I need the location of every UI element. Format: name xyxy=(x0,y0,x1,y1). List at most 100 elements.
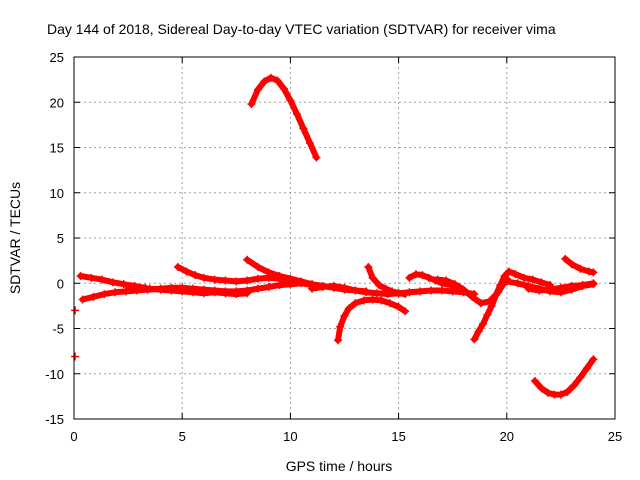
data-point xyxy=(243,255,252,264)
series-point-a xyxy=(71,306,80,315)
data-point xyxy=(210,288,219,297)
data-point xyxy=(394,302,403,311)
x-tick-label: 10 xyxy=(283,429,297,444)
data-point xyxy=(189,288,198,297)
data-point xyxy=(448,287,457,296)
data-point xyxy=(286,274,295,283)
data-point xyxy=(243,289,252,298)
data-point xyxy=(121,287,130,296)
y-axis-label: SDTVAR / TECUs xyxy=(7,182,23,294)
data-point xyxy=(98,275,107,284)
data-point xyxy=(496,281,505,290)
data-point xyxy=(253,262,262,271)
axis-ticks: 0 5 10 15 20 25 -15 -10 -5 0 5 10 15 20 25 xyxy=(45,50,622,444)
data-point xyxy=(372,289,381,298)
data-point xyxy=(470,335,479,344)
data-point xyxy=(411,270,420,279)
data-point xyxy=(524,284,533,293)
series-line xyxy=(79,280,315,303)
data-point xyxy=(340,283,349,292)
data-point xyxy=(78,295,87,304)
y-tick-label: 15 xyxy=(50,141,64,156)
data-point xyxy=(111,288,120,297)
x-tick-label: 0 xyxy=(70,429,77,444)
chart-title: Day 144 of 2018, Sidereal Day-to-day VTE… xyxy=(47,21,556,37)
data-point xyxy=(487,301,496,310)
data-series xyxy=(71,73,598,399)
data-point xyxy=(589,268,598,277)
data-point xyxy=(589,279,598,288)
data-point xyxy=(364,262,373,271)
series-point-b xyxy=(71,352,80,361)
data-point xyxy=(232,290,241,299)
data-point xyxy=(71,306,80,315)
data-point xyxy=(253,284,262,293)
data-point xyxy=(199,289,208,298)
data-point xyxy=(318,282,327,291)
data-point xyxy=(377,296,386,305)
data-point xyxy=(305,138,314,147)
data-point xyxy=(491,291,500,300)
data-point xyxy=(275,272,284,281)
data-point xyxy=(388,287,397,296)
data-point xyxy=(182,267,191,276)
data-point xyxy=(221,289,230,298)
data-point xyxy=(500,272,509,281)
y-tick-label: 25 xyxy=(50,50,64,65)
data-point xyxy=(108,278,117,287)
data-point xyxy=(87,273,96,282)
data-point xyxy=(433,275,442,284)
series-arc-15 xyxy=(561,254,598,277)
data-point xyxy=(134,283,143,292)
data-point xyxy=(71,352,80,361)
data-point xyxy=(578,281,587,290)
series-arc-8 xyxy=(334,295,410,345)
data-point xyxy=(546,285,555,294)
data-point xyxy=(264,282,273,291)
data-point xyxy=(334,336,343,345)
data-point xyxy=(394,289,403,298)
data-point xyxy=(273,76,282,85)
data-point xyxy=(329,281,338,290)
x-tick-label: 15 xyxy=(391,429,405,444)
x-axis-label: GPS time / hours xyxy=(286,458,393,474)
series-arc-12 xyxy=(470,267,555,344)
data-point xyxy=(567,260,576,269)
data-point xyxy=(375,281,384,290)
data-point xyxy=(459,285,468,294)
data-point xyxy=(520,273,529,282)
data-point xyxy=(308,284,317,293)
data-point xyxy=(340,311,349,320)
data-point xyxy=(178,287,187,296)
data-point xyxy=(312,153,321,162)
y-tick-label: 0 xyxy=(57,276,64,291)
data-point xyxy=(292,110,301,119)
data-point xyxy=(266,73,275,82)
data-point xyxy=(368,295,377,304)
data-point xyxy=(221,276,230,285)
data-point xyxy=(589,355,598,364)
data-point xyxy=(483,310,492,319)
data-point xyxy=(368,273,377,282)
y-tick-label: -15 xyxy=(45,412,64,427)
y-tick-label: 5 xyxy=(57,231,64,246)
data-point xyxy=(474,327,483,336)
data-point xyxy=(563,387,572,396)
data-point xyxy=(385,299,394,308)
data-point xyxy=(359,296,368,305)
data-point xyxy=(478,319,487,328)
data-point xyxy=(351,286,360,295)
data-point xyxy=(362,288,371,297)
data-point xyxy=(537,384,546,393)
data-point xyxy=(537,278,546,287)
data-point xyxy=(585,267,594,276)
data-point xyxy=(556,390,565,399)
data-point xyxy=(173,262,182,271)
y-tick-label: -10 xyxy=(45,367,64,382)
data-point xyxy=(437,286,446,295)
series-arc-1 xyxy=(247,73,321,162)
data-point xyxy=(100,290,109,299)
data-point xyxy=(156,285,165,294)
series-line xyxy=(335,296,409,344)
data-point xyxy=(253,85,262,94)
